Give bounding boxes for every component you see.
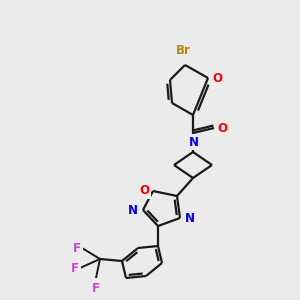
Text: F: F: [71, 262, 79, 275]
Text: F: F: [73, 242, 81, 254]
Text: N: N: [185, 212, 195, 224]
Text: F: F: [92, 281, 100, 295]
Text: N: N: [128, 203, 138, 217]
Text: O: O: [217, 122, 227, 134]
Text: O: O: [212, 71, 222, 85]
Text: O: O: [139, 184, 149, 197]
Text: Br: Br: [176, 44, 190, 58]
Text: N: N: [189, 136, 199, 148]
